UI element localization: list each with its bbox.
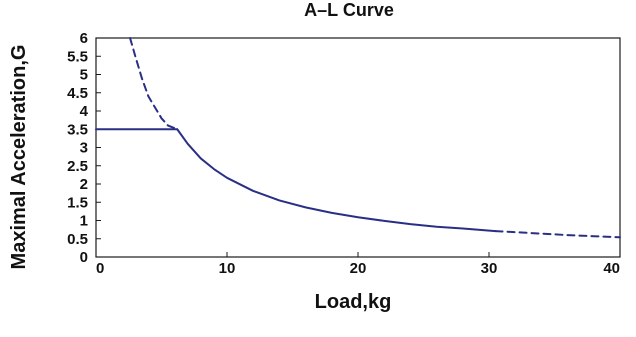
series-line-solid-2 — [176, 128, 497, 233]
x-tick-label: 10 — [219, 260, 236, 277]
chart-title: A–L Curve — [304, 0, 394, 20]
plot-area: 0 10 20 30 40 00.511.522.533.544.555.56 — [67, 30, 621, 277]
x-tick-label: 20 — [350, 260, 367, 277]
y-tick-label: 1 — [80, 213, 88, 230]
y-axis-label: Maximal Acceleration,G — [8, 45, 30, 270]
y-tick-label: 0 — [80, 249, 88, 266]
y-axis-ticks: 00.51 1.522.53 3.544.55 5.56 — [67, 30, 101, 266]
y-tick-label: 3 — [80, 140, 88, 157]
y-tick-label: 5 — [80, 67, 88, 84]
x-axis-ticks: 0 10 20 30 40 — [95, 252, 621, 277]
y-tick-label: 4 — [80, 103, 89, 120]
y-tick-label: 2 — [80, 176, 88, 193]
y-tick-label: 4.5 — [67, 85, 88, 102]
x-tick-label: 40 — [603, 260, 620, 277]
x-axis-label: Load,kg — [315, 291, 392, 313]
series-lines — [95, 37, 621, 239]
y-tick-label: 0.5 — [67, 231, 88, 248]
y-tick-label: 2.5 — [67, 158, 88, 175]
y-tick-label: 5.5 — [67, 48, 88, 65]
x-tick-label: 0 — [96, 260, 104, 277]
y-tick-label: 1.5 — [67, 194, 88, 211]
series-line-dashed-1 — [129, 37, 179, 131]
x-tick-label: 30 — [481, 260, 498, 277]
series-line-dashed-3 — [494, 230, 621, 239]
plot-frame — [95, 37, 621, 258]
y-tick-label: 3.5 — [67, 121, 88, 138]
y-tick-label: 6 — [80, 30, 88, 47]
